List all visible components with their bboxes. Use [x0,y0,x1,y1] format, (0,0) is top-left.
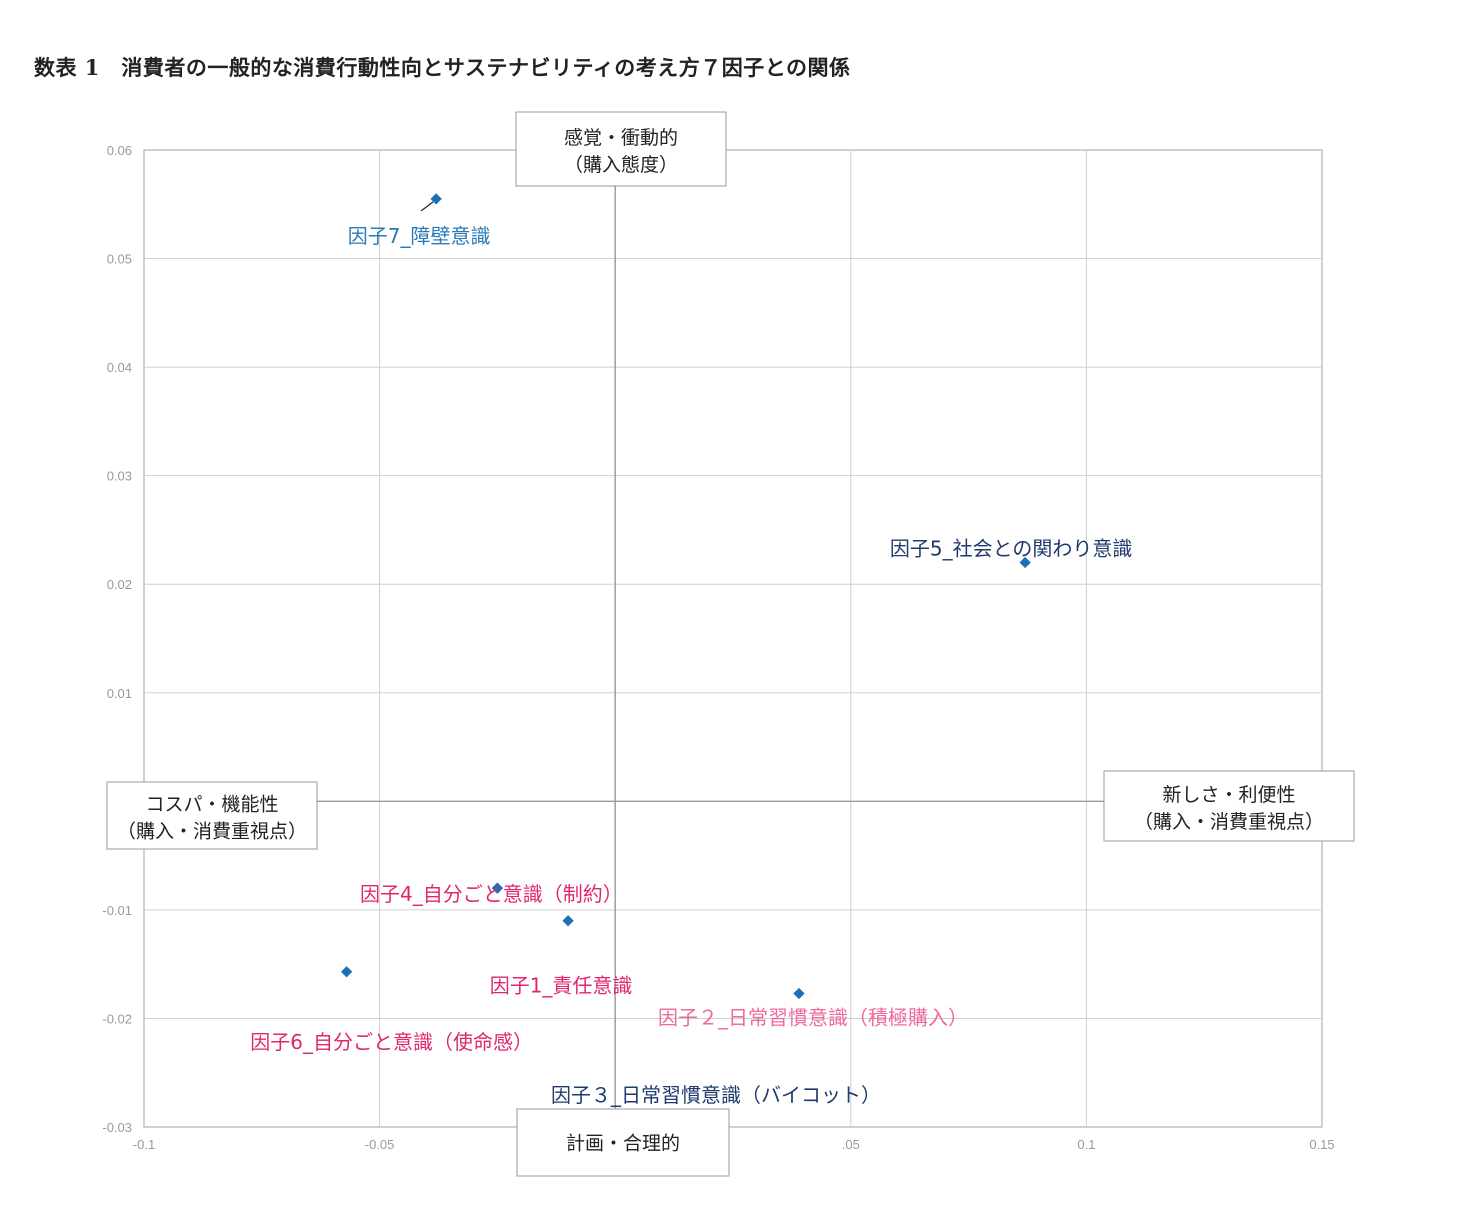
x-tick-label: 0.15 [1309,1137,1334,1152]
y-tick-label: 0.01 [107,686,132,701]
y-tick-label: 0.05 [107,252,132,267]
point-label: 因子5_社会との関わり意識 [890,537,1133,561]
tick-labels: -0.1 -0.05 .05 0.1 0.15 -0.03 -0.02 -0.01 0.01 0.… [102,143,1334,1152]
point-label: 因子6_自分ごと意識（使命感） [250,1030,533,1054]
x-tick-label: -0.1 [133,1137,155,1152]
quadrant-label-text: （購入態度） [564,154,678,176]
point-label: 因子２_日常習慣意識（積極購入） [658,1005,968,1029]
data-point: 因子5_社会との関わり意識 [890,537,1133,569]
quadrant-label-right: 新しさ・利便性 （購入・消費重視点） [1103,770,1355,842]
y-tick-label: -0.03 [102,1120,132,1135]
point-label: 因子1_責任意識 [490,974,633,998]
plot-frame [143,149,1323,1128]
quadrant-label-text: 新しさ・利便性 [1162,784,1295,806]
quadrant-label-text: 計画・合理的 [566,1133,680,1155]
point-marker [793,987,805,1000]
data-point: 因子6_自分ごと意識（使命感） [250,966,533,1054]
quadrant-label-text: （購入・消費重視点） [1134,811,1324,833]
y-tick-label: 0.02 [107,577,132,592]
data-point: 因子1_責任意識 [490,915,633,998]
point-marker [562,915,574,927]
quadrant-label-left: コスパ・機能性 （購入・消費重視点） [106,781,318,850]
leader-line [420,201,434,212]
grid-lines [143,149,1323,1128]
y-tick-label: 0.06 [107,143,132,158]
quadrant-label-bottom: 計画・合理的 [516,1108,730,1177]
point-marker [1019,556,1031,569]
x-tick-label: -0.05 [365,1137,395,1152]
point-marker [430,193,442,205]
point-marker [340,966,353,978]
y-tick-label: -0.01 [102,903,132,918]
quadrant-label-text: （購入・消費重視点） [117,821,307,843]
page-title: 数表 1 消費者の一般的な消費行動性向とサステナビリティの考え方７因子との関係 [34,55,851,80]
point-label: 因子３_日常習慣意識（バイコット） [551,1083,881,1107]
x-tick-label: .05 [842,1137,860,1152]
y-tick-label: 0.03 [107,469,132,484]
quadrant-label-text: コスパ・機能性 [145,794,278,816]
quadrant-label-text: 感覚・衝動的 [564,127,678,149]
zero-axes [144,150,1322,1127]
point-label: 因子7_障壁意識 [348,224,491,248]
quadrant-label-top: 感覚・衝動的 （購入態度） [515,111,727,187]
x-tick-label: 0.1 [1077,1137,1095,1152]
data-point: 因子7_障壁意識 [348,193,491,248]
data-point: 因子4_自分ごと意識（制約） [360,882,623,906]
y-tick-label: -0.02 [102,1011,132,1026]
y-tick-label: 0.04 [107,360,132,375]
point-marker [491,882,504,894]
quadrant-labels: 感覚・衝動的 （購入態度） コスパ・機能性 （購入・消費重視点） 新しさ・利便性 （購入・… [106,111,1355,1177]
data-point: 因子２_日常習慣意識（積極購入） [658,987,968,1029]
data-point: 因子３_日常習慣意識（バイコット） [551,1083,881,1107]
point-label: 因子4_自分ごと意識（制約） [360,882,623,906]
